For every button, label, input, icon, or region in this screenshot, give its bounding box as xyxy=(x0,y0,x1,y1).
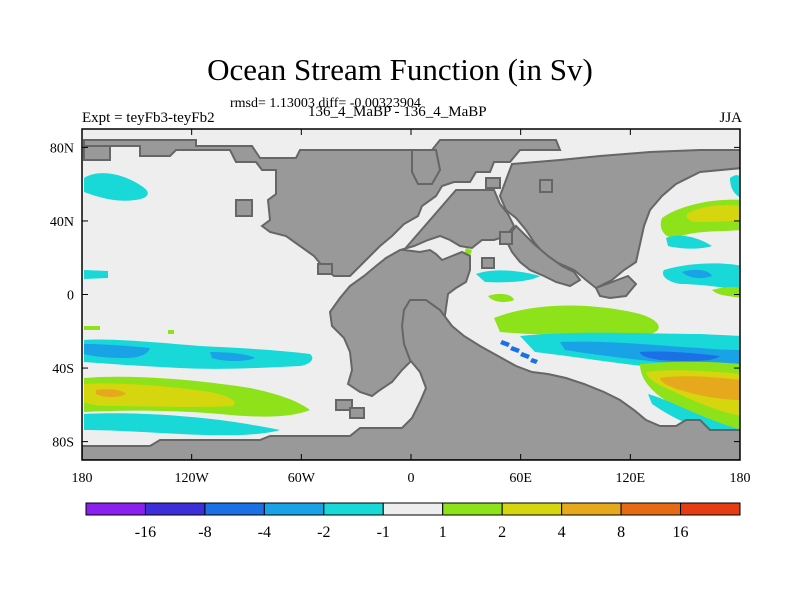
contour-cyan-spac-70s xyxy=(84,413,280,436)
x-axis: 180 120W 60W 0 60E 120E 180 xyxy=(72,129,751,486)
contour-green-spot-3 xyxy=(168,330,174,334)
y-tick-label: 80S xyxy=(52,436,74,451)
colorbar-swatch xyxy=(263,502,325,516)
colorbar-swatch xyxy=(323,502,384,516)
contour-cyan-west-10n xyxy=(84,270,108,279)
contour-fills xyxy=(84,173,740,440)
land-greenland xyxy=(411,149,442,185)
contour-green-epac-east xyxy=(712,287,740,298)
colorbar-swatch xyxy=(442,502,503,516)
stats-text: rmsd= 1.13003 diff= -0.00323904 xyxy=(230,96,421,111)
contour-blue-streak-4 xyxy=(530,358,538,364)
season-label: JJA xyxy=(719,110,742,126)
x-tick-label: 120W xyxy=(175,471,210,486)
colorbar-label: 8 xyxy=(617,524,625,541)
contour-orange-spac-60s xyxy=(96,389,126,397)
land-arabia-india xyxy=(504,224,582,288)
colorbar: -16 -8 -4 -2 -1 1 2 4 8 16 xyxy=(85,502,741,541)
contour-green-indian-eq xyxy=(488,293,514,303)
land-antarctica xyxy=(82,299,740,460)
x-tick-label: 120E xyxy=(616,471,646,486)
land-island-4 xyxy=(349,407,365,419)
x-tick-label: 0 xyxy=(408,471,415,486)
contour-orange-sw-pacific xyxy=(660,376,740,400)
colorbar-label: -2 xyxy=(317,524,330,541)
land-island-1 xyxy=(235,199,253,217)
colorbar-label: -4 xyxy=(258,524,271,541)
contour-blue-spac-mid xyxy=(210,352,255,361)
experiment-label: Expt = teyFb3-teyFb2 xyxy=(82,110,215,126)
contour-yellow-spac-60s xyxy=(84,383,235,407)
colorbar-swatch xyxy=(85,502,146,516)
colorbar-label: -8 xyxy=(198,524,211,541)
land-island-6 xyxy=(317,263,333,275)
colorbar-swatch xyxy=(204,502,265,516)
contour-blue-streak-3 xyxy=(520,352,530,359)
land-masses xyxy=(82,139,740,460)
contour-cyan-sw-pacific-south xyxy=(648,394,740,440)
colorbar-label: 2 xyxy=(498,524,506,541)
colorbar-swatch xyxy=(501,502,563,516)
colorbar-label: -16 xyxy=(135,524,156,541)
contour-green-socean-indian xyxy=(494,305,659,336)
x-tick-label: 60W xyxy=(288,471,316,486)
contour-cyan-epac-30n xyxy=(666,235,712,249)
x-tick-label: 180 xyxy=(72,471,93,486)
colorbar-swatch xyxy=(680,502,741,516)
land-island-7 xyxy=(485,177,501,189)
land-island-8 xyxy=(539,179,553,193)
contour-blue-streak-1 xyxy=(500,340,510,347)
land-eurasia xyxy=(498,149,740,290)
colorbar-swatch xyxy=(620,502,682,516)
y-tick-label: 40S xyxy=(52,362,74,377)
y-axis: 80N 40N 0 40S 80S xyxy=(50,141,740,451)
x-tick-label: 180 xyxy=(730,471,751,486)
land-island-5 xyxy=(481,257,495,269)
contour-yellow-epac-40n xyxy=(686,205,740,222)
contour-cyan-spac-west xyxy=(84,339,313,369)
colorbar-label: -1 xyxy=(377,524,390,541)
x-tick-label: 60E xyxy=(509,471,532,486)
land-alaska xyxy=(83,145,111,161)
contour-cyan-indian-eq xyxy=(476,270,540,283)
contour-cyan-east-60n xyxy=(730,175,740,198)
land-se-asia-islands xyxy=(594,274,638,300)
contour-blue-epac-10n xyxy=(682,269,712,279)
land-europe-north-africa xyxy=(328,189,516,398)
y-tick-label: 0 xyxy=(67,289,74,304)
contour-blue-spac-west xyxy=(84,344,150,358)
colorbar-label: 16 xyxy=(673,524,689,541)
colorbar-swatch xyxy=(561,502,622,516)
colorbar-swatch xyxy=(144,502,206,516)
contour-green-spot-2 xyxy=(84,326,100,330)
experiment-subtitle: 136_4_MaBP - 136_4_MaBP xyxy=(308,104,487,120)
colorbar-swatch xyxy=(382,502,444,516)
contour-blue-streak-2 xyxy=(510,346,520,353)
colorbar-label: 1 xyxy=(439,524,447,541)
contour-darkblue-socean-east xyxy=(640,351,720,362)
colorbar-label: 4 xyxy=(558,524,566,541)
chart-title: Ocean Stream Function (in Sv) xyxy=(207,52,593,87)
y-tick-label: 40N xyxy=(50,215,74,230)
contour-cyan-npacific xyxy=(84,173,148,201)
land-island-2 xyxy=(499,231,513,245)
y-tick-label: 80N xyxy=(50,141,74,156)
